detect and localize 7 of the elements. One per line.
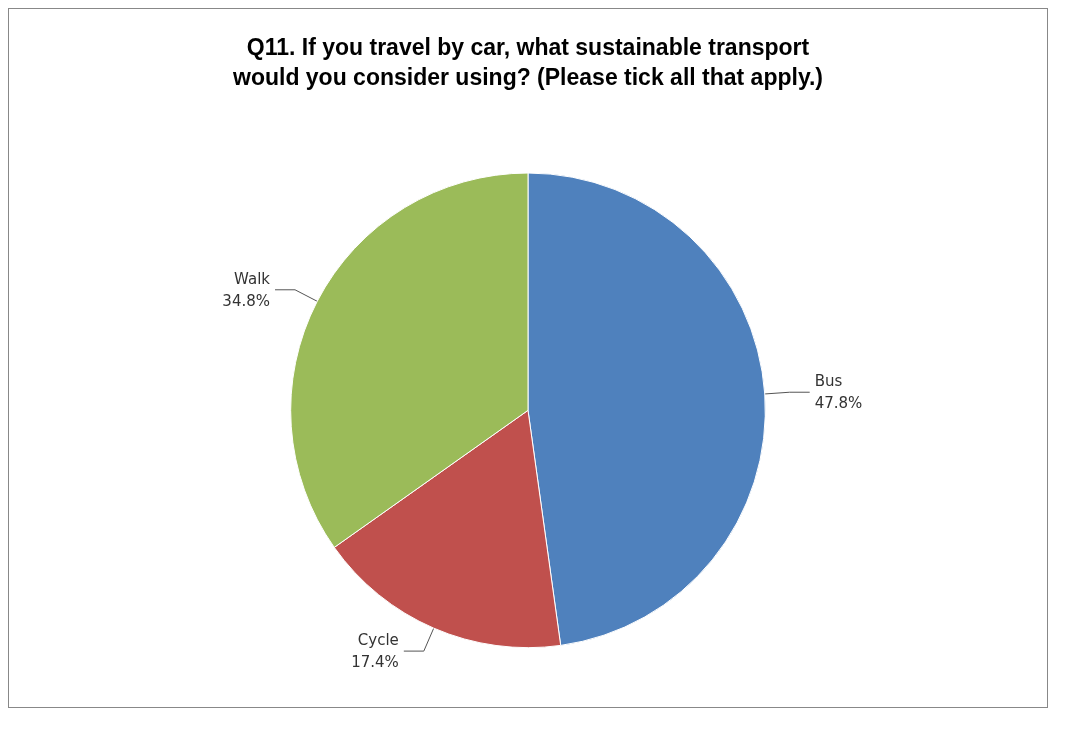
slice-label: Cycle <box>357 631 399 650</box>
slice-label: Bus <box>814 372 843 391</box>
chart-title: Q11. If you travel by car, what sustainable transport would you consider using? (Please tick all that apply.) <box>231 34 824 90</box>
data-label: 17.4% <box>351 653 399 672</box>
slice-label: Walk <box>234 269 271 288</box>
data-label: 47.8% <box>814 394 863 413</box>
data-label: 34.8% <box>222 291 271 310</box>
